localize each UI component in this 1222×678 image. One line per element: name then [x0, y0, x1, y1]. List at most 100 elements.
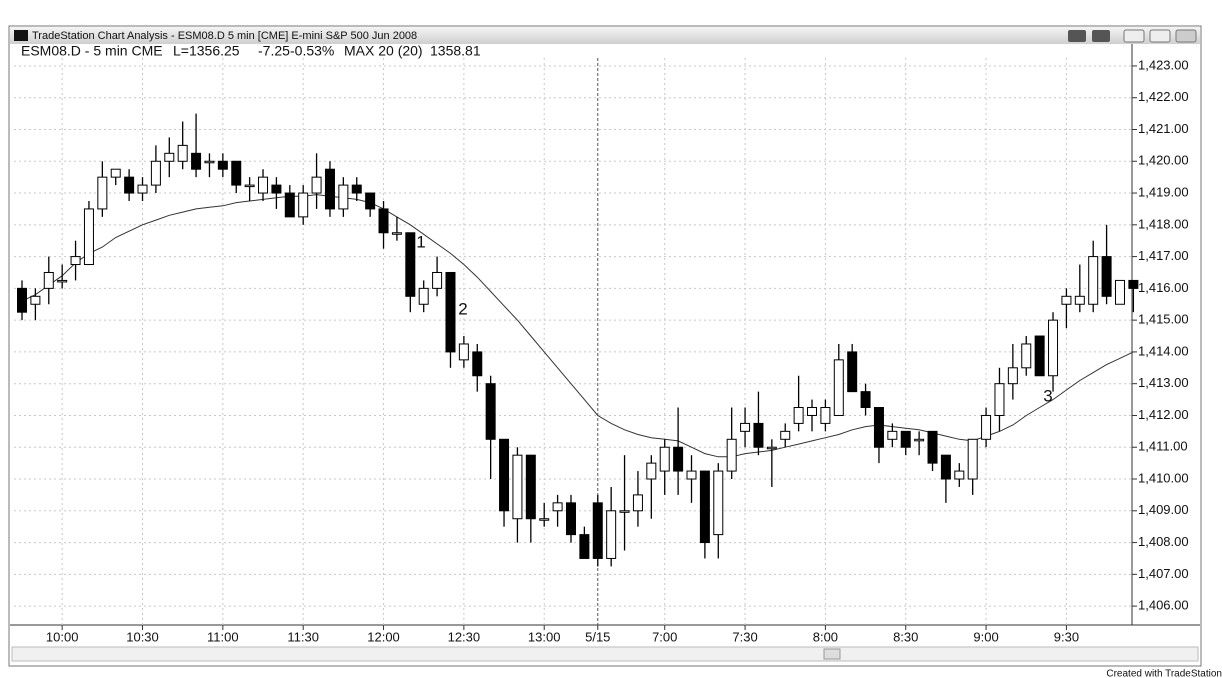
candle-body	[659, 446, 670, 472]
candle-body	[1034, 335, 1045, 377]
candle-body	[552, 502, 563, 512]
candle-body	[606, 510, 617, 559]
x-tick-label: 11:00	[207, 629, 239, 644]
scrollbar[interactable]	[11, 646, 1199, 662]
y-tick-label: 1,409.00	[1138, 502, 1189, 517]
y-tick-label: 1,411.00	[1138, 439, 1188, 454]
candle-body	[311, 176, 322, 194]
candle-body	[432, 271, 443, 289]
candle-body	[632, 494, 643, 512]
candle-body	[17, 287, 27, 313]
candle-body	[1128, 279, 1139, 289]
x-tick-label: 11:30	[287, 629, 319, 644]
candle-body	[954, 470, 965, 480]
x-tick-label: 10:00	[46, 629, 79, 644]
candle-body	[110, 168, 121, 178]
x-tick-label: 12:00	[367, 629, 400, 644]
candle-body	[579, 534, 590, 559]
candle-body	[820, 407, 831, 424]
candle-body	[1088, 256, 1099, 305]
y-tick-label: 1,417.00	[1138, 248, 1189, 263]
candle-body	[284, 192, 295, 218]
chart-header: L=1356.25	[173, 43, 240, 59]
candle-body	[70, 256, 81, 266]
x-tick-label: 12:30	[448, 629, 481, 644]
y-tick-label: 1,406.00	[1138, 598, 1189, 613]
x-tick-label: 8:00	[813, 629, 838, 644]
candle-body	[1114, 279, 1125, 305]
candle-body	[391, 232, 402, 235]
y-tick-label: 1,421.00	[1138, 121, 1189, 136]
annotation: 1	[416, 232, 425, 251]
candle-body	[418, 287, 429, 305]
chart-header: 1358.81	[430, 43, 481, 59]
candle-body	[231, 160, 242, 186]
candle-body	[873, 407, 884, 448]
x-tick-label: 9:30	[1054, 629, 1079, 644]
minimize-button[interactable]	[1123, 29, 1145, 43]
annotation: 2	[458, 299, 467, 318]
candle-body	[137, 184, 148, 194]
window-frame	[8, 25, 1202, 667]
candle-body	[271, 184, 282, 194]
candle-body	[338, 184, 349, 210]
candle-body	[619, 510, 630, 513]
candle-body	[1007, 367, 1018, 385]
y-tick-label: 1,410.00	[1138, 470, 1189, 485]
candle-body	[927, 430, 938, 464]
y-tick-label: 1,408.00	[1138, 534, 1189, 549]
y-tick-label: 1,420.00	[1138, 153, 1189, 168]
y-tick-label: 1,422.00	[1138, 89, 1189, 104]
candle-body	[351, 184, 362, 194]
candle-body	[204, 160, 215, 164]
candle-body	[512, 454, 523, 520]
title-bar	[10, 27, 1200, 44]
y-tick-label: 1,415.00	[1138, 312, 1189, 327]
candle-body	[445, 271, 456, 353]
maximize-button[interactable]	[1149, 29, 1171, 43]
candle-body	[726, 438, 737, 472]
candle-body	[833, 359, 844, 416]
candle-body	[258, 176, 269, 194]
chart-header: -7.25	[258, 43, 290, 59]
candle-body	[472, 351, 483, 377]
scrollbar-thumb[interactable]	[823, 648, 841, 660]
candle-body	[57, 279, 68, 283]
candle-body	[940, 454, 951, 480]
candle-body	[994, 383, 1005, 416]
candle-body	[83, 208, 94, 266]
candle-body	[97, 176, 108, 210]
chart-header: ESM08.D - 5 min CME	[21, 43, 163, 59]
candle-body	[539, 518, 550, 521]
candle-body	[673, 446, 684, 472]
toolbar-button[interactable]	[1092, 30, 1110, 42]
candle-body	[699, 470, 710, 544]
candle-body	[150, 160, 161, 186]
candle-body	[847, 351, 858, 393]
candle-body	[191, 152, 202, 170]
candle-body	[887, 430, 898, 440]
candle-body	[646, 462, 657, 480]
candle-body	[914, 438, 925, 442]
x-tick-label: 10:30	[126, 629, 159, 644]
close-button[interactable]	[1175, 29, 1197, 43]
app-icon	[14, 30, 28, 41]
candle-body	[485, 383, 496, 440]
x-tick-label: 7:00	[652, 629, 677, 644]
x-tick-label: 8:30	[893, 629, 918, 644]
candle-body	[43, 271, 54, 289]
candle-body	[365, 192, 376, 210]
toolbar-button[interactable]	[1068, 30, 1086, 42]
candle-body	[981, 414, 992, 440]
candle-body	[499, 438, 510, 512]
candle-body	[860, 391, 871, 409]
candle-body	[244, 184, 255, 188]
candle-body	[766, 446, 777, 450]
footer-credit: Created with TradeStation	[1106, 669, 1222, 678]
y-tick-label: 1,412.00	[1138, 407, 1189, 422]
candle-body	[565, 502, 576, 536]
x-tick-label: 5/15	[585, 629, 610, 644]
candle-body	[592, 502, 603, 559]
candle-body	[30, 295, 41, 305]
